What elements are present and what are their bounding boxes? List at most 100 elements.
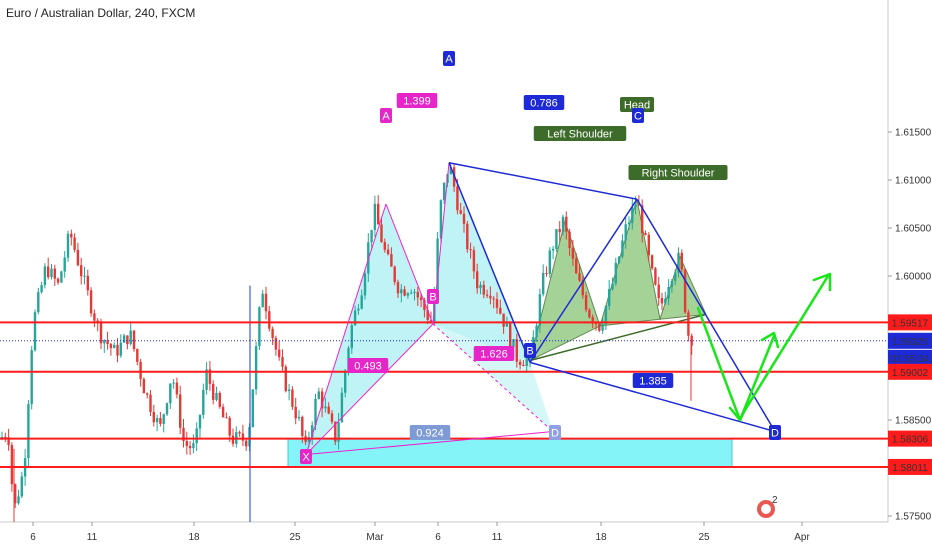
candle-body (518, 361, 522, 365)
candle-body (485, 294, 489, 296)
candlestick-series (0, 162, 693, 522)
candle-body (581, 280, 584, 296)
candle-body (416, 291, 419, 298)
candle-body (195, 428, 198, 444)
candle-body (571, 247, 575, 259)
candle-body (251, 389, 254, 428)
point-label-c-blue: C (634, 111, 642, 123)
y-tick-label: 1.61000 (895, 176, 932, 187)
x-tick-label: 6 (30, 532, 36, 543)
candle-body (469, 249, 472, 251)
candle-body (136, 349, 139, 362)
candle-body (245, 440, 248, 447)
point-label-x-bg (300, 449, 312, 464)
price-tag-bg (888, 363, 932, 380)
candle-body (271, 328, 274, 338)
candle-body (149, 394, 152, 413)
candle-body (538, 294, 542, 326)
candle-body (489, 295, 492, 299)
candle-body (512, 339, 515, 347)
point-label-a-pink: A (382, 111, 390, 123)
candle-body (47, 266, 50, 278)
candle-body (476, 271, 479, 289)
candle-body (419, 297, 423, 301)
candle-body (86, 275, 89, 291)
candle-body (647, 234, 650, 256)
y-tick-label: 1.61500 (895, 128, 932, 139)
candle-body (152, 412, 155, 423)
candle-body (545, 272, 548, 274)
candle-body (403, 289, 406, 296)
candle-body (221, 406, 225, 418)
right-shoulder-label: Right Shoulder (642, 168, 715, 180)
pattern-labels: Left Shoulder Head Right Shoulder 1.399 0.49… (300, 51, 781, 464)
candle-body (294, 406, 297, 419)
price-tag-bg (888, 430, 932, 447)
harmonic-pink-leg (305, 431, 554, 456)
price-tags: 1.59517 1.59325 01:55:34 1.59002 1.58306 1.58… (888, 314, 932, 475)
candle-body (594, 323, 598, 325)
arrow-up-long-head (812, 272, 832, 292)
candle-body (172, 382, 175, 384)
candle-body (551, 248, 555, 251)
candle-body (327, 406, 330, 414)
price-tag-bg (888, 349, 932, 366)
candle-body (413, 291, 416, 293)
ratio-label-pink-bg (396, 93, 438, 108)
candle-body (311, 425, 314, 438)
candle-body (604, 305, 608, 325)
point-label-c-blue-bg (632, 108, 644, 123)
candle-body (390, 254, 393, 267)
candle-body (212, 383, 215, 400)
support-zone-rect (287, 438, 733, 468)
harmonic-pink-leg (385, 203, 434, 325)
candle-body (76, 249, 80, 266)
ratio-label-pink: 1.626 (480, 349, 508, 361)
candle-body (340, 392, 344, 423)
candle-body (60, 271, 63, 283)
candle-body (99, 322, 103, 344)
candle-body (33, 312, 37, 351)
candle-body (215, 392, 218, 400)
candle-body (185, 441, 188, 446)
candle-body (225, 417, 228, 419)
candle-body (380, 224, 383, 243)
candle-body (555, 229, 558, 249)
candle-body (426, 310, 429, 320)
candle-body (377, 203, 380, 225)
candle-body (43, 266, 47, 286)
watermark-logo: 2 (757, 495, 778, 518)
candle-body (66, 233, 70, 258)
candle-body (393, 266, 396, 283)
chart-title: Euro / Australian Dollar, 240, FXCM (6, 6, 195, 20)
harmonic-blue-leg (529, 361, 776, 433)
candle-body (139, 361, 142, 379)
y-tick-label: 1.58500 (895, 416, 932, 427)
candle-body (657, 284, 660, 299)
candle-body (291, 389, 294, 407)
point-label-a-pink-bg (380, 108, 392, 123)
candle-body (634, 204, 637, 208)
candle-body (641, 205, 644, 234)
candle-body (301, 416, 304, 437)
right-shoulder-triangle (659, 255, 707, 320)
candle-body (238, 432, 241, 434)
candle-body (548, 250, 551, 274)
x-tick-label: 18 (595, 532, 607, 543)
ratio-label-pink: 1.399 (403, 96, 431, 108)
y-tick-label: 1.60500 (895, 224, 932, 235)
candle-body (126, 335, 129, 345)
candle-body (113, 344, 116, 349)
candle-body (509, 322, 512, 347)
candle-body (4, 436, 7, 438)
candle-body (258, 307, 261, 347)
candle-body (198, 414, 202, 429)
candle-body (542, 272, 545, 295)
ratio-label-pink: 0.924 (416, 428, 444, 440)
candle-body (129, 330, 132, 345)
candle-body (188, 445, 192, 449)
candle-body (314, 398, 317, 426)
harmonic-pink-leg (305, 203, 387, 455)
